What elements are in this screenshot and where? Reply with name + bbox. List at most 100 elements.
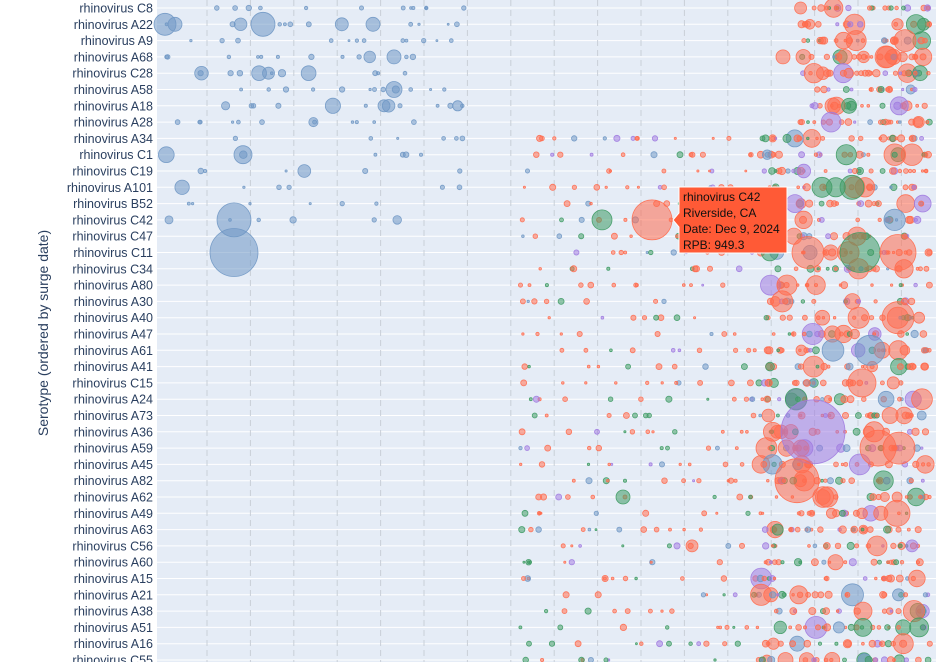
data-bubble[interactable] [531,412,538,419]
data-bubble[interactable] [518,445,523,451]
data-bubble[interactable] [821,559,827,565]
data-bubble[interactable] [872,657,879,663]
data-bubble[interactable] [735,265,743,273]
data-bubble[interactable] [660,609,664,613]
data-bubble[interactable] [774,265,782,273]
data-bubble[interactable] [630,314,637,321]
data-bubble[interactable] [701,510,708,517]
data-bubble[interactable] [429,88,433,92]
data-bubble[interactable] [879,234,917,271]
data-bubble[interactable] [771,290,794,313]
data-bubble[interactable] [189,38,193,43]
data-bubble[interactable] [927,494,932,500]
data-bubble[interactable] [603,657,609,663]
data-bubble[interactable] [821,316,826,320]
data-bubble[interactable] [844,591,851,598]
data-bubble[interactable] [522,656,529,664]
data-bubble[interactable] [860,527,865,532]
data-bubble[interactable] [804,526,812,533]
data-bubble[interactable] [872,332,877,336]
data-bubble[interactable] [557,624,564,631]
data-bubble[interactable] [368,87,372,92]
data-bubble[interactable] [641,315,648,321]
data-bubble[interactable] [692,479,696,483]
data-bubble[interactable] [793,558,803,567]
data-bubble[interactable] [850,525,858,534]
data-bubble[interactable] [231,120,235,124]
data-bubble[interactable] [678,462,682,466]
data-bubble[interactable] [889,167,897,175]
data-bubble[interactable] [673,136,677,140]
data-bubble[interactable] [853,618,873,637]
data-bubble[interactable] [775,49,791,65]
data-bubble[interactable] [823,657,829,663]
data-bubble[interactable] [902,184,909,191]
data-bubble[interactable] [833,38,839,43]
data-bubble[interactable] [681,283,686,287]
data-bubble[interactable] [814,330,821,338]
data-bubble[interactable] [376,71,381,76]
data-bubble[interactable] [857,200,865,208]
data-bubble[interactable] [441,136,446,141]
data-bubble[interactable] [794,1,807,15]
data-bubble[interactable] [750,583,773,606]
data-bubble[interactable] [532,233,538,239]
data-bubble[interactable] [580,527,586,532]
data-bubble[interactable] [442,87,447,92]
data-bubble[interactable] [259,54,264,59]
data-bubble[interactable] [922,592,929,598]
data-bubble[interactable] [642,412,649,419]
data-bubble[interactable] [918,494,923,500]
data-bubble[interactable] [424,5,429,11]
data-bubble[interactable] [404,38,409,43]
data-bubble[interactable] [600,315,605,320]
data-bubble[interactable] [897,168,903,174]
data-bubble[interactable] [354,120,359,125]
data-bubble[interactable] [803,639,812,648]
data-bubble[interactable] [912,460,920,468]
data-bubble[interactable] [891,151,898,158]
data-bubble[interactable] [350,120,355,124]
data-bubble[interactable] [629,429,636,435]
data-bubble[interactable] [882,5,888,11]
data-bubble[interactable] [687,462,692,467]
data-bubble[interactable] [699,151,706,158]
data-bubble[interactable] [886,376,900,390]
data-bubble[interactable] [338,86,346,93]
data-bubble[interactable] [770,135,776,141]
data-bubble[interactable] [847,368,877,398]
data-bubble[interactable] [645,250,649,254]
data-bubble[interactable] [594,591,602,599]
data-bubble[interactable] [233,145,253,165]
data-bubble[interactable] [881,301,915,335]
data-bubble[interactable] [779,314,786,321]
data-bubble[interactable] [812,120,817,124]
data-bubble[interactable] [521,576,526,581]
data-bubble[interactable] [226,54,232,60]
data-bubble[interactable] [844,118,853,126]
data-bubble[interactable] [408,87,414,92]
data-bubble[interactable] [158,146,175,164]
data-bubble[interactable] [901,5,906,11]
data-bubble[interactable] [899,560,905,565]
data-bubble[interactable] [648,608,653,614]
data-bubble[interactable] [895,608,902,615]
data-bubble[interactable] [674,380,679,385]
data-bubble[interactable] [920,446,924,450]
data-bubble[interactable] [818,216,825,223]
data-bubble[interactable] [811,176,833,198]
data-bubble[interactable] [798,151,805,159]
data-bubble[interactable] [752,348,757,353]
data-bubble[interactable] [522,185,526,189]
data-bubble[interactable] [584,381,588,385]
data-bubble[interactable] [842,657,847,663]
data-bubble[interactable] [396,136,400,140]
data-bubble[interactable] [896,194,915,213]
data-bubble[interactable] [625,363,631,370]
data-bubble[interactable] [533,151,540,158]
data-bubble[interactable] [688,641,693,646]
data-bubble[interactable] [594,428,600,435]
data-bubble[interactable] [900,143,924,166]
data-bubble[interactable] [820,135,826,141]
data-bubble[interactable] [899,344,911,356]
